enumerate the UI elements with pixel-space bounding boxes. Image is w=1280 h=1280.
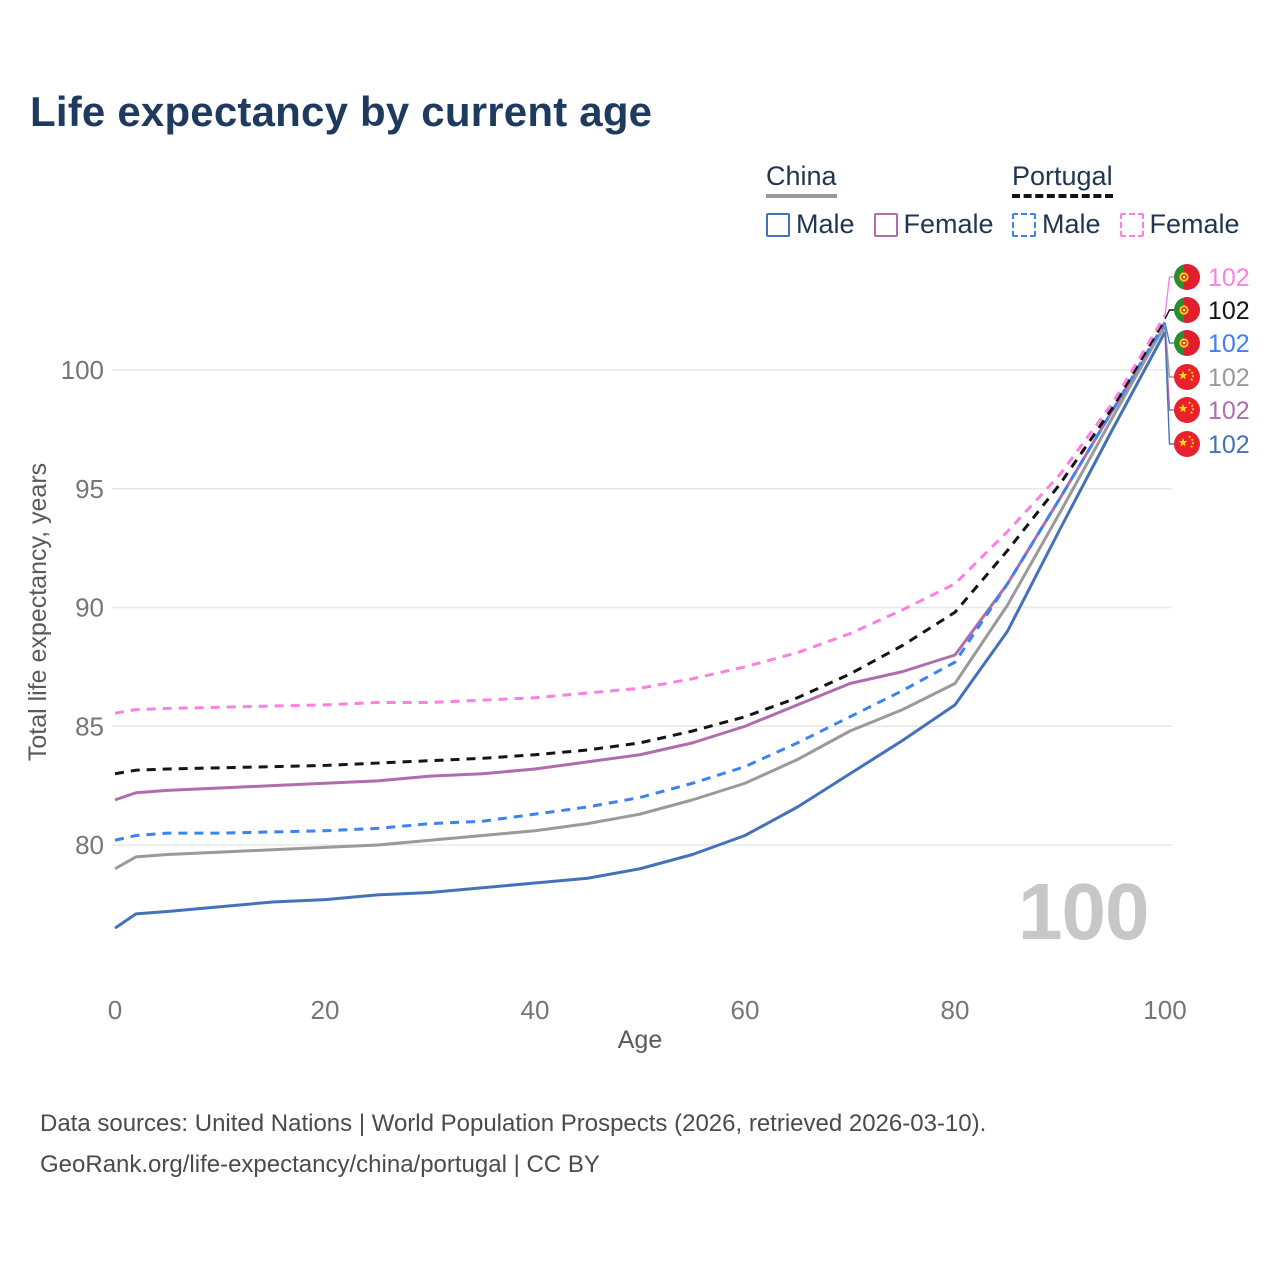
x-tick-label: 20 bbox=[311, 995, 340, 1025]
y-tick-label: 80 bbox=[75, 830, 104, 860]
age-watermark: 100 bbox=[1018, 867, 1149, 956]
x-tick-label: 100 bbox=[1143, 995, 1186, 1025]
legend-group-portugal: Portugal Male Female bbox=[1012, 161, 1240, 240]
legend-header-china[interactable]: China bbox=[766, 161, 837, 198]
china-male-swatch-icon bbox=[766, 212, 790, 237]
legend-items-china: Male Female bbox=[766, 209, 994, 240]
y-tick-label: 85 bbox=[75, 711, 104, 741]
leader-line bbox=[1164, 309, 1174, 320]
series-line-china bbox=[114, 324, 1167, 871]
series-layer bbox=[114, 314, 1167, 930]
portugal-male-swatch-icon bbox=[1012, 212, 1036, 237]
legend-china-label: China bbox=[766, 161, 837, 191]
legend-item-china-female[interactable]: Female bbox=[873, 209, 994, 240]
leader-line bbox=[1164, 331, 1174, 445]
x-axis-title: Age bbox=[618, 1026, 662, 1054]
portugal-flag-icon bbox=[1174, 297, 1200, 323]
legend-portugal-male-label: Male bbox=[1042, 209, 1101, 239]
legend-header-portugal[interactable]: Portugal bbox=[1012, 161, 1113, 198]
footer-sources: Data sources: United Nations | World Pop… bbox=[40, 1110, 987, 1137]
x-tick-label: 60 bbox=[731, 995, 760, 1025]
legend-group-china: China Male Female bbox=[766, 161, 994, 240]
series-line-portugal bbox=[114, 318, 1167, 776]
series-line-china-male bbox=[114, 331, 1167, 930]
x-tick-label: 40 bbox=[521, 995, 550, 1025]
china-female-swatch-icon bbox=[873, 212, 898, 237]
china-flag-icon bbox=[1174, 364, 1200, 390]
end-value-label: 102 bbox=[1208, 397, 1250, 425]
x-tick-label: 80 bbox=[941, 995, 970, 1025]
legend-china-male-label: Male bbox=[796, 209, 855, 239]
legend-china-female-label: Female bbox=[903, 209, 994, 239]
legend-item-portugal-female[interactable]: Female bbox=[1119, 209, 1240, 240]
portugal-flag-icon bbox=[1174, 330, 1200, 356]
end-value-label: 102 bbox=[1208, 297, 1250, 325]
y-tick-label: 90 bbox=[75, 593, 104, 623]
portugal-flag-icon bbox=[1174, 264, 1200, 290]
y-tick-label: 95 bbox=[75, 474, 104, 504]
y-axis-title: Total life expectancy, years bbox=[24, 463, 52, 761]
portugal-female-swatch-icon bbox=[1119, 212, 1144, 237]
y-tick-label: 100 bbox=[61, 355, 104, 385]
series-line-portugal-male bbox=[114, 321, 1167, 842]
end-value-label: 102 bbox=[1208, 364, 1250, 392]
end-value-label: 102 bbox=[1208, 431, 1250, 459]
china-flag-icon bbox=[1174, 397, 1200, 423]
china-flag-icon bbox=[1174, 431, 1200, 457]
footer-attribution: GeoRank.org/life-expectancy/china/portug… bbox=[40, 1151, 600, 1178]
legend-portugal-label: Portugal bbox=[1012, 161, 1113, 191]
leader-line bbox=[1164, 276, 1174, 316]
legend-portugal-female-label: Female bbox=[1149, 209, 1240, 239]
legend-item-portugal-male[interactable]: Male bbox=[1012, 209, 1101, 240]
leader-line bbox=[1164, 322, 1174, 344]
end-value-label: 102 bbox=[1208, 264, 1250, 292]
end-value-label: 102 bbox=[1208, 330, 1250, 358]
footer: Data sources: United Nations | World Pop… bbox=[40, 1103, 986, 1185]
grid-layer: 80 85 90 95 100 0 20 40 60 80 100 bbox=[61, 355, 1187, 1025]
series-line-portugal-female bbox=[114, 314, 1167, 715]
legend-items-portugal: Male Female bbox=[1012, 209, 1240, 240]
series-line-china-female bbox=[114, 325, 1167, 802]
legend-item-china-male[interactable]: Male bbox=[766, 209, 855, 240]
end-label-layer: 102 102 102 102 102 102 bbox=[1164, 264, 1250, 459]
x-tick-label: 0 bbox=[108, 995, 122, 1025]
page-title: Life expectancy by current age bbox=[30, 88, 653, 135]
